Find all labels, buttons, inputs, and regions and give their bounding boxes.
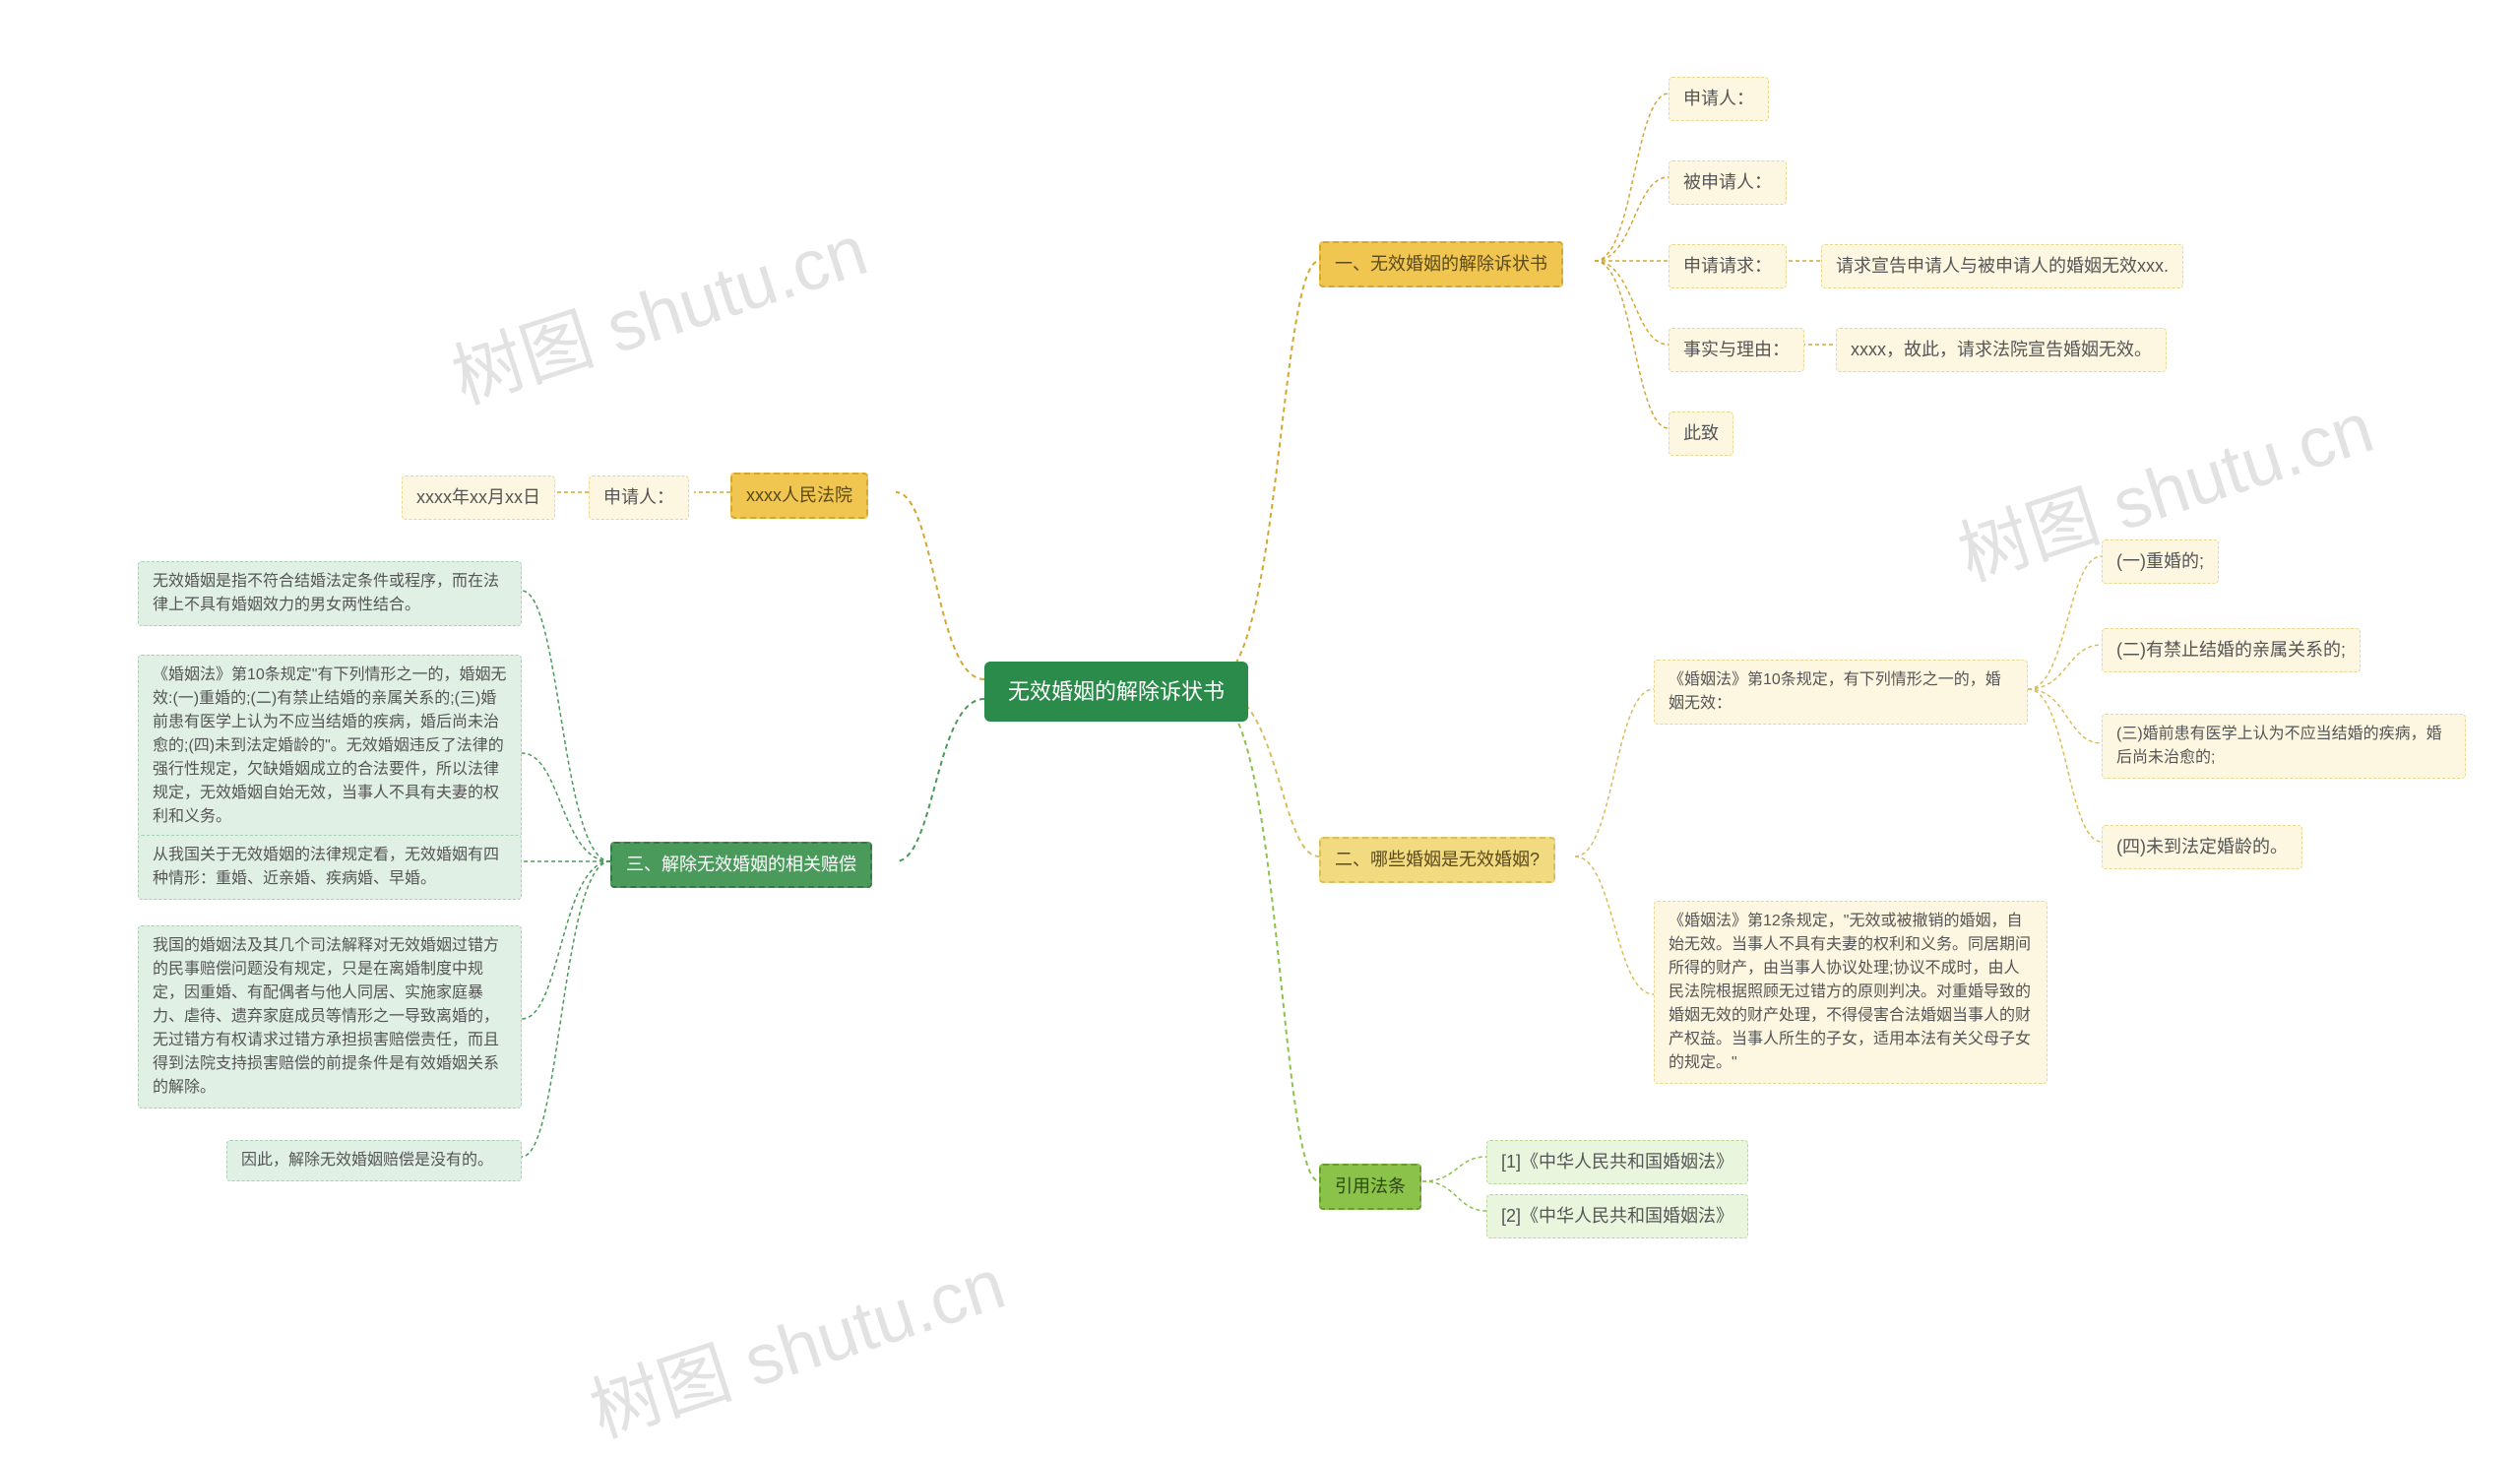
ref-item: [2]《中华人民共和国婚姻法》 bbox=[1486, 1194, 1748, 1238]
ls3-item: 无效婚姻是指不符合结婚法定条件或程序，而在法律上不具有婚姻效力的男女两性结合。 bbox=[138, 561, 522, 626]
s2-item1: 《婚姻法》第10条规定，有下列情形之一的，婚姻无效： bbox=[1654, 660, 2028, 725]
s2-item2: 《婚姻法》第12条规定，"无效或被撤销的婚姻，自始无效。当事人不具有夫妻的权利和… bbox=[1654, 901, 2048, 1084]
s2-sub: (三)婚前患有医学上认为不应当结婚的疾病，婚后尚未治愈的; bbox=[2102, 714, 2466, 779]
s1-item: 申请人： bbox=[1669, 77, 1769, 121]
s2-sub: (二)有禁止结婚的亲属关系的; bbox=[2102, 628, 2361, 672]
s1-item-detail: 请求宣告申请人与被申请人的婚姻无效xxx. bbox=[1821, 244, 2183, 288]
s1-item: 事实与理由： bbox=[1669, 328, 1804, 372]
ls3-item: 因此，解除无效婚姻赔偿是没有的。 bbox=[226, 1140, 522, 1181]
left-section3-title: 三、解除无效婚姻的相关赔偿 bbox=[610, 842, 872, 888]
court-date: xxxx年xx月xx日 bbox=[402, 475, 555, 520]
court-title: xxxx人民法院 bbox=[730, 473, 868, 519]
ls3-item: 从我国关于无效婚姻的法律规定看，无效婚姻有四种情形：重婚、近亲婚、疾病婚、早婚。 bbox=[138, 835, 522, 900]
section1-title: 一、无效婚姻的解除诉状书 bbox=[1319, 241, 1563, 287]
ls3-item: 《婚姻法》第10条规定"有下列情形之一的，婚姻无效:(一)重婚的;(二)有禁止结… bbox=[138, 655, 522, 838]
s1-item-detail: xxxx，故此，请求法院宣告婚姻无效。 bbox=[1836, 328, 2167, 372]
s1-item: 申请请求： bbox=[1669, 244, 1787, 288]
s1-item: 此致 bbox=[1669, 412, 1733, 456]
watermark: 树图 shutu.cn bbox=[437, 192, 877, 423]
section2-title: 二、哪些婚姻是无效婚姻? bbox=[1319, 837, 1555, 883]
section-refs-title: 引用法条 bbox=[1319, 1164, 1421, 1210]
s2-sub: (一)重婚的; bbox=[2102, 539, 2219, 584]
s1-item: 被申请人： bbox=[1669, 160, 1787, 205]
center-node: 无效婚姻的解除诉状书 bbox=[984, 662, 1248, 722]
court-applicant: 申请人： bbox=[589, 475, 689, 520]
ls3-item: 我国的婚姻法及其几个司法解释对无效婚姻过错方的民事赔偿问题没有规定，只是在离婚制… bbox=[138, 925, 522, 1109]
s2-sub: (四)未到法定婚龄的。 bbox=[2102, 825, 2302, 869]
watermark: 树图 shutu.cn bbox=[575, 1226, 1015, 1457]
ref-item: [1]《中华人民共和国婚姻法》 bbox=[1486, 1140, 1748, 1184]
